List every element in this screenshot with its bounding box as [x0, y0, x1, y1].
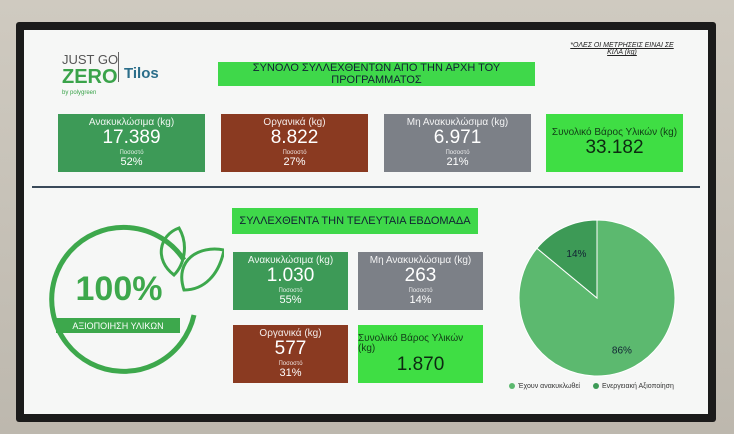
logo-byline: by polygreen — [62, 90, 97, 96]
card-share-label: Ποσοστό — [278, 288, 303, 295]
legend-label: Ενεργειακή Αξιοποίηση — [602, 382, 674, 390]
card-value: 577 — [274, 338, 307, 360]
card-label: Ανακυκλώσιμα (kg) — [88, 116, 175, 128]
badge-value: 100% — [75, 270, 163, 308]
stat-card: Μη Ανακυκλώσιμα (kg) 6.971 Ποσοστό 21% — [384, 114, 531, 172]
card-value: 8.822 — [270, 127, 319, 149]
stat-card: Οργανικά (kg) 8.822 Ποσοστό 27% — [221, 114, 368, 172]
card-label: Ανακυκλώσιμα (kg) — [247, 254, 334, 266]
card-label: Οργανικά (kg) — [263, 116, 326, 128]
card-share: 21% — [446, 155, 469, 168]
card-label: Συνολικό Βάρος Υλικών (kg) — [551, 126, 678, 138]
logo-divider — [118, 52, 119, 82]
legend-label: Έχουν ανακυκλωθεί — [517, 382, 580, 390]
stat-card: Μη Ανακυκλώσιμα (kg) 263 Ποσοστό 14% — [358, 252, 483, 310]
leaf — [159, 226, 186, 277]
legend-swatch — [593, 383, 599, 389]
card-value: 6.971 — [433, 127, 482, 149]
logo-place: Tilos — [124, 65, 159, 82]
card-share-label: Ποσοστό — [408, 288, 433, 295]
card-label: Μη Ανακυκλώσιμα (kg) — [406, 116, 509, 128]
card-label: Μη Ανακυκλώσιμα (kg) — [369, 254, 472, 266]
card-share: 14% — [409, 293, 432, 306]
card-value: 1.870 — [396, 353, 445, 375]
pie-chart: 86% Έχουν ανακυκλωθεί 14% Ενεργειακή Αξιοπο… — [509, 219, 676, 390]
stat-card: Ανακυκλώσιμα (kg) 1.030 Ποσοστό 55% — [233, 252, 348, 310]
card-value: 1.030 — [266, 265, 315, 287]
card-share: 31% — [279, 366, 302, 379]
leaf — [180, 247, 224, 292]
card-label: Συνολικό Βάρος Υλικών (kg) — [358, 332, 464, 355]
logo-line1: JUST GO — [62, 52, 119, 67]
badge-ring — [49, 224, 197, 374]
logo-line2: ZERO — [62, 66, 118, 88]
card-share: 52% — [120, 155, 143, 168]
stat-card: Ανακυκλώσιμα (kg) 17.389 Ποσοστό 52% — [58, 114, 205, 172]
card-share-label: Ποσοστό — [278, 361, 303, 368]
card-value: 263 — [404, 265, 437, 287]
stat-card: Συνολικό Βάρος Υλικών (kg) 1.870 — [358, 325, 483, 383]
card-share: 27% — [283, 155, 306, 168]
divider — [32, 186, 700, 188]
pie-slice — [536, 219, 598, 300]
card-share-label: Ποσοστό — [119, 150, 144, 157]
card-share: 55% — [279, 293, 302, 306]
badge-caption: ΑΞΙΟΠΟΙΗΣΗ ΥΛΙΚΩΝ — [56, 318, 180, 333]
section-title: ΣΥΛΛΕΧΘΕΝΤΑ ΤΗΝ ΤΕΛΕΥΤΑΙΑ ΕΒΔΟΜΑΔΑ — [232, 208, 478, 234]
section-title: ΣΥΝΟΛΟ ΣΥΛΛΕΧΘΕΝΤΩΝ ΑΠΟ ΤΗΝ ΑΡΧΗ ΤΟΥ ΠΡΟ… — [218, 62, 535, 86]
card-label: Οργανικά (kg) — [259, 327, 322, 339]
card-value: 33.182 — [585, 137, 644, 159]
badge-graphic — [49, 224, 224, 374]
card-share-label: Ποσοστό — [282, 150, 307, 157]
card-share-label: Ποσοστό — [445, 150, 470, 157]
dashboard: JUST GO ZERO Tilos by polygreen *ΟΛΕΣ ΟΙ… — [24, 30, 708, 414]
slice-label: 14% — [566, 249, 586, 260]
stat-card: Οργανικά (kg) 577 Ποσοστό 31% — [233, 325, 348, 383]
card-value: 17.389 — [102, 127, 161, 149]
units-note: *ΟΛΕΣ ΟΙ ΜΕΤΡΗΣΕΙΣ ΕΙΝΑΙ ΣΕ ΚΙΛΑ (kg) — [570, 42, 674, 56]
legend-swatch — [509, 383, 515, 389]
badge-ring-inner — [143, 229, 185, 261]
stat-card: Συνολικό Βάρος Υλικών (kg) 33.182 — [546, 114, 683, 172]
slice-label: 86% — [612, 346, 632, 357]
